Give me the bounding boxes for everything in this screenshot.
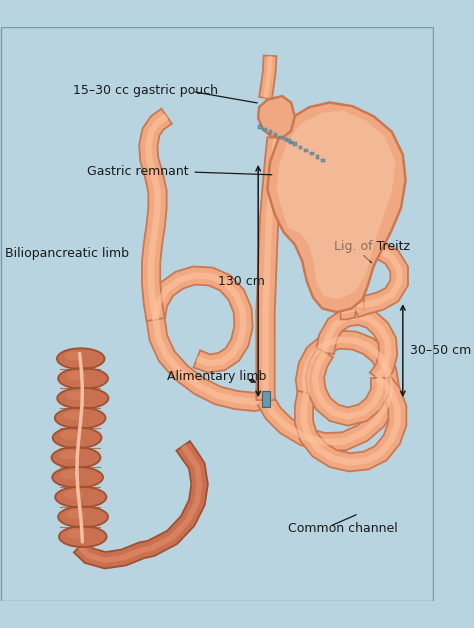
Bar	[258, 126, 262, 129]
Ellipse shape	[66, 391, 85, 400]
Ellipse shape	[58, 507, 108, 528]
Ellipse shape	[55, 408, 106, 428]
Polygon shape	[257, 330, 399, 452]
Bar	[321, 159, 325, 162]
Polygon shape	[78, 444, 202, 563]
Polygon shape	[267, 102, 406, 312]
Ellipse shape	[59, 450, 78, 460]
Polygon shape	[262, 138, 280, 400]
Ellipse shape	[58, 368, 108, 389]
Bar	[284, 138, 288, 141]
Bar	[299, 146, 302, 149]
Polygon shape	[146, 266, 267, 411]
Polygon shape	[341, 305, 355, 313]
Polygon shape	[263, 56, 273, 99]
Ellipse shape	[57, 349, 105, 369]
Ellipse shape	[59, 526, 107, 547]
Ellipse shape	[66, 509, 85, 519]
Text: 30–50 cm: 30–50 cm	[410, 344, 472, 357]
Bar	[293, 143, 297, 146]
Ellipse shape	[55, 487, 106, 507]
Text: 15–30 cc gastric pouch: 15–30 cc gastric pouch	[73, 84, 218, 97]
Text: Gastric remnant: Gastric remnant	[87, 165, 189, 178]
Polygon shape	[334, 240, 408, 317]
Text: 130 cm: 130 cm	[218, 274, 265, 288]
Polygon shape	[301, 376, 401, 465]
Bar	[269, 131, 272, 134]
Ellipse shape	[63, 411, 82, 420]
Ellipse shape	[66, 529, 84, 539]
Bar	[290, 141, 293, 144]
Text: Lig. of Treitz: Lig. of Treitz	[334, 240, 410, 252]
Ellipse shape	[57, 388, 109, 409]
Bar	[264, 128, 267, 131]
Polygon shape	[145, 114, 169, 320]
Ellipse shape	[61, 430, 79, 440]
Polygon shape	[322, 313, 392, 380]
Ellipse shape	[52, 467, 103, 488]
Polygon shape	[276, 111, 395, 300]
Bar	[287, 139, 291, 143]
Bar	[274, 133, 277, 136]
Polygon shape	[258, 96, 295, 138]
Polygon shape	[263, 337, 393, 445]
Polygon shape	[139, 109, 172, 321]
Polygon shape	[316, 306, 397, 384]
Polygon shape	[340, 246, 402, 311]
Polygon shape	[259, 55, 276, 99]
Polygon shape	[306, 348, 389, 426]
Bar	[262, 391, 270, 408]
Ellipse shape	[66, 371, 85, 381]
Text: Biliopancreatic limb: Biliopancreatic limb	[5, 247, 128, 260]
Polygon shape	[74, 441, 208, 568]
Polygon shape	[341, 300, 355, 320]
Ellipse shape	[52, 447, 100, 468]
Polygon shape	[311, 351, 383, 420]
Ellipse shape	[53, 428, 101, 448]
Polygon shape	[295, 371, 406, 472]
Polygon shape	[256, 137, 286, 400]
Text: Common channel: Common channel	[288, 522, 398, 534]
Text: Alimentary limb: Alimentary limb	[167, 370, 266, 382]
Bar	[304, 149, 308, 152]
Bar	[316, 155, 319, 158]
Bar	[279, 136, 283, 139]
Ellipse shape	[64, 351, 82, 360]
Ellipse shape	[61, 470, 80, 479]
Bar	[310, 152, 314, 155]
Polygon shape	[152, 273, 266, 405]
Ellipse shape	[64, 490, 83, 499]
